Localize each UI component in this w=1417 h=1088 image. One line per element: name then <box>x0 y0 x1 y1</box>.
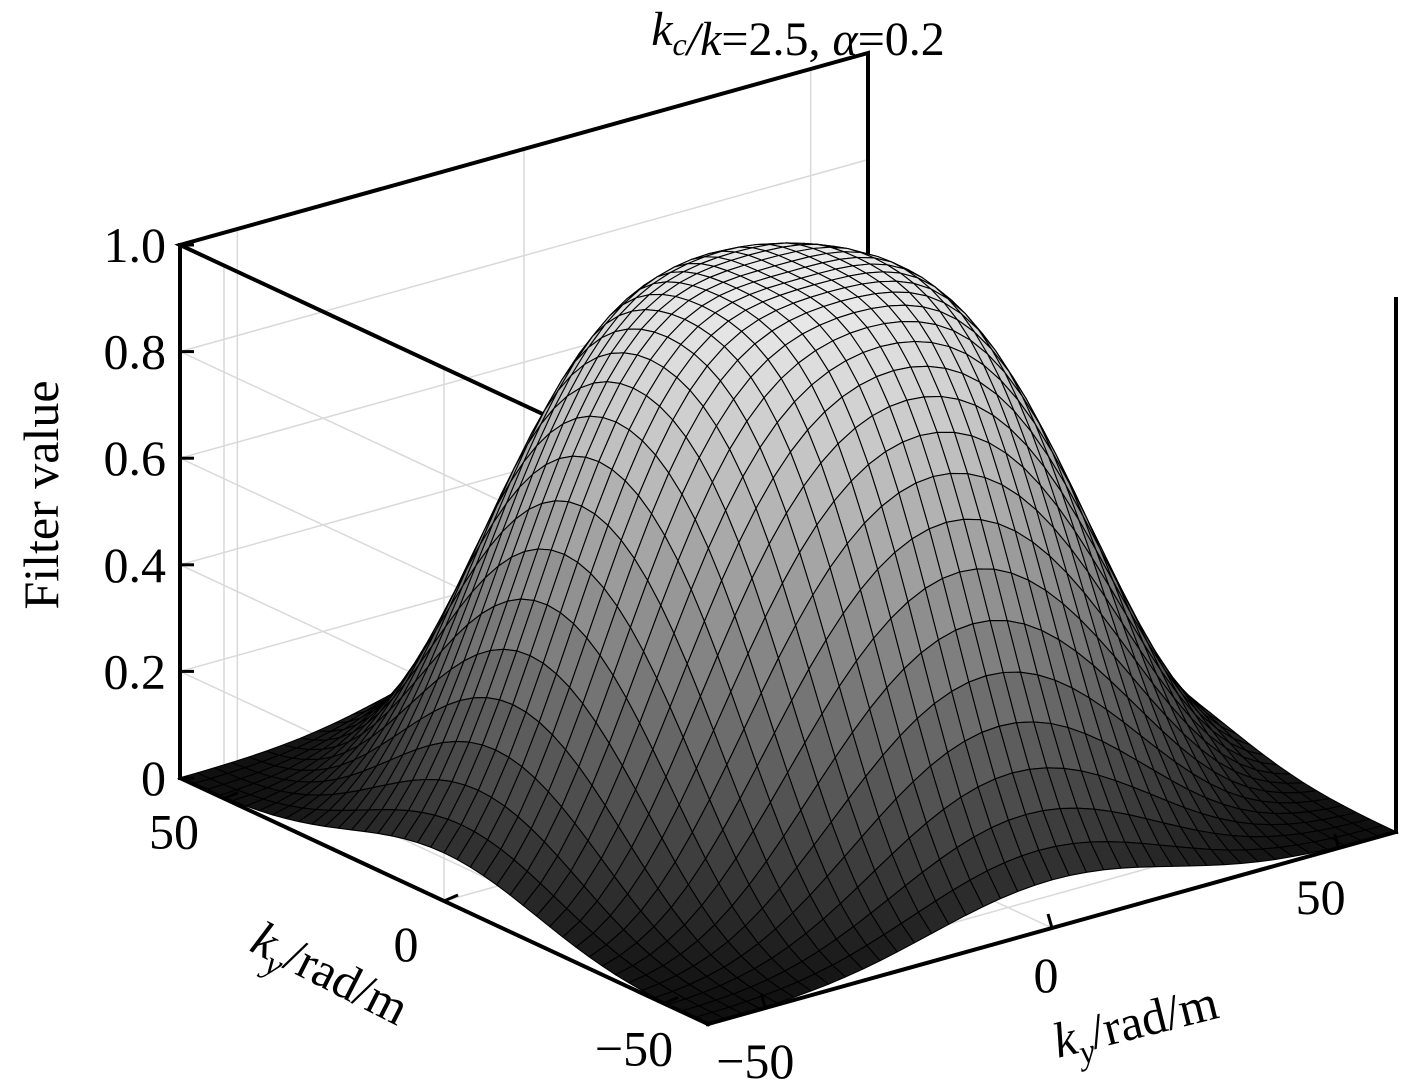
z-tick-label: 0.6 <box>104 430 167 486</box>
axes-front <box>177 243 1399 1027</box>
x-tick <box>1333 833 1341 849</box>
y-axis-label: ky/rad/m <box>239 910 418 1044</box>
y-tick-label: 50 <box>149 804 199 860</box>
z-tick-label: 0.4 <box>104 537 167 593</box>
z-tick-label: 0.2 <box>104 643 167 699</box>
x-tick-label: −50 <box>716 1033 794 1083</box>
y-tick-label: −50 <box>595 1021 673 1077</box>
z-tick-label: 1.0 <box>104 217 167 273</box>
surface-mesh <box>179 242 1397 1025</box>
y-tick-label: 0 <box>394 916 419 972</box>
z-tick-label: 0 <box>141 750 166 806</box>
z-axis-label: Filter value <box>13 380 69 609</box>
x-tick <box>759 993 767 1009</box>
y-tick <box>663 996 679 1005</box>
x-tick-label: 0 <box>1034 947 1059 1003</box>
x-tick <box>1046 913 1054 929</box>
z-tick-label: 0.8 <box>104 324 167 380</box>
chart-title: kc/k=2.5, α=0.2 <box>651 3 945 66</box>
y-tick <box>223 791 239 800</box>
x-tick-label: 50 <box>1296 869 1346 925</box>
y-tick <box>443 893 459 903</box>
x-axis-label: ky/rad/m <box>1047 974 1226 1078</box>
